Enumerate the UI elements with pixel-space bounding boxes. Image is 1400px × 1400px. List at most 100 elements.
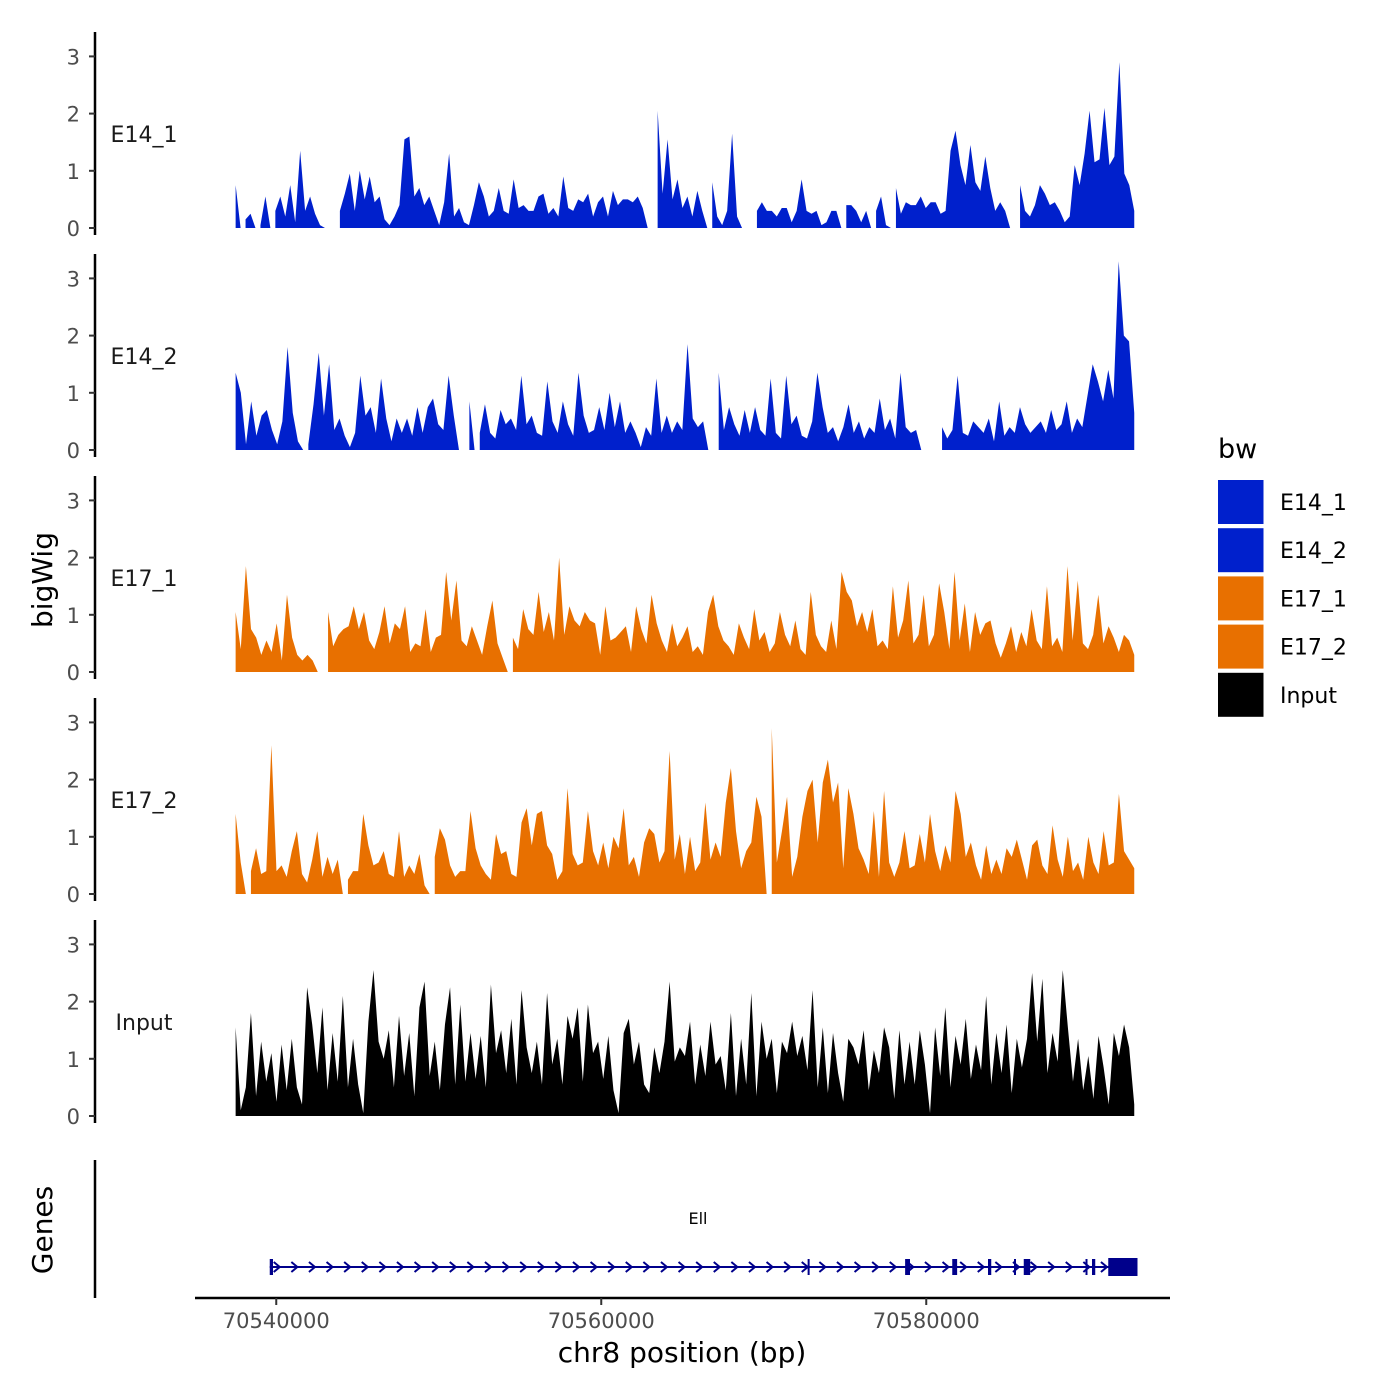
- track-e17-1-signal-area: [235, 557, 1135, 672]
- gene-exon: [269, 1259, 273, 1275]
- gene-exon: [1092, 1259, 1096, 1275]
- strand-arrow: [519, 1261, 528, 1273]
- strand-arrow: [501, 1261, 511, 1273]
- y-tick-label: 3: [67, 711, 80, 735]
- strand-arrow: [1082, 1261, 1091, 1273]
- gene-exon: [1023, 1259, 1031, 1275]
- strand-arrow: [748, 1261, 757, 1273]
- y-tick-label: 0: [67, 439, 80, 463]
- strand-arrow: [449, 1261, 458, 1273]
- x-axis: 70540000 70560000 70580000 chr8 position (…: [195, 1296, 1170, 1369]
- y-tick-label: 2: [67, 325, 80, 349]
- y-tick-label: 0: [67, 217, 80, 241]
- strand-arrow: [572, 1261, 581, 1273]
- strand-arrow: [836, 1261, 845, 1273]
- legend-swatch-e17-1: [1218, 576, 1264, 621]
- signal-tracks: 0 1 2 3 E14_1 0 1 2 3 E14_2 0 1 2 3 E17_1 0 1 2 3 E17_2 0 1 2 3…: [67, 32, 1135, 1129]
- strand-arrow: [537, 1261, 546, 1273]
- strand-arrow: [765, 1261, 775, 1273]
- legend-label-input: Input: [1280, 684, 1337, 709]
- gene-exon: [905, 1259, 910, 1275]
- strand-arrow: [994, 1261, 1003, 1273]
- strand-arrow: [1065, 1261, 1074, 1273]
- strand-arrow: [607, 1261, 616, 1273]
- legend-label-e17-2: E17_2: [1280, 636, 1347, 661]
- track-e17-2-signal-area: [235, 728, 1135, 894]
- strand-arrow: [977, 1261, 986, 1273]
- strand-arrow: [361, 1261, 370, 1273]
- gene-exon: [1108, 1258, 1138, 1276]
- strand-arrow: [1100, 1261, 1109, 1273]
- legend-swatch-e14-2: [1218, 528, 1264, 573]
- legend-title: bw: [1218, 434, 1257, 465]
- strand-arrow: [783, 1261, 792, 1273]
- strand-arrow: [1047, 1261, 1056, 1273]
- y-tick-label: 3: [67, 933, 80, 957]
- strand-arrow: [290, 1261, 299, 1273]
- strand-arrow: [959, 1261, 968, 1273]
- y-tick-label: 0: [67, 883, 80, 907]
- strand-arrow: [677, 1261, 687, 1273]
- strand-arrow: [1029, 1261, 1039, 1273]
- gene-exon: [952, 1259, 958, 1275]
- strand-arrow: [325, 1261, 335, 1273]
- strand-arrow: [713, 1261, 722, 1273]
- y-tick-label: 1: [67, 382, 80, 406]
- strand-arrow: [853, 1261, 863, 1273]
- y-tick-label: 3: [67, 267, 80, 291]
- legend-label-e14-2: E14_2: [1280, 539, 1347, 564]
- legend: bw E14_1 E14_2 E17_1 E17_2 Input: [1218, 434, 1347, 717]
- track-label: E17_2: [111, 789, 178, 814]
- gene-exon: [1014, 1259, 1016, 1275]
- strand-arrow: [273, 1261, 282, 1273]
- strand-arrow: [695, 1261, 704, 1273]
- strand-arrow: [889, 1261, 898, 1273]
- track-input: 0 1 2 3 Input: [67, 920, 1135, 1129]
- y-tick-label: 1: [67, 604, 80, 628]
- gene-exons: [269, 1258, 1138, 1276]
- legend-items: E14_1 E14_2 E17_1 E17_2 Input: [1218, 480, 1347, 717]
- gene-exon: [988, 1259, 992, 1275]
- y-tick-label: 1: [67, 1048, 80, 1072]
- y-tick-label: 0: [67, 1105, 80, 1129]
- x-tick-label: 70540000: [223, 1309, 330, 1333]
- track-e14-2: 0 1 2 3 E14_2: [67, 254, 1135, 463]
- legend-label-e14-1: E14_1: [1280, 491, 1347, 516]
- strand-arrow: [554, 1261, 563, 1273]
- x-tick-label: 70560000: [548, 1309, 655, 1333]
- gene-exon: [807, 1259, 810, 1275]
- strand-arrow: [378, 1261, 387, 1273]
- strand-arrow: [625, 1261, 634, 1273]
- x-axis-title: chr8 position (bp): [558, 1336, 807, 1369]
- y-tick-label: 0: [67, 661, 80, 685]
- track-label: E17_1: [111, 567, 178, 592]
- y-axis-title: bigWig: [26, 532, 59, 628]
- strand-arrow: [484, 1261, 493, 1273]
- track-e14-1: 0 1 2 3 E14_1: [67, 32, 1135, 241]
- y-tick-label: 2: [67, 547, 80, 571]
- genes-track-title: Genes: [26, 1186, 59, 1274]
- y-tick-label: 1: [67, 826, 80, 850]
- track-e14-2-signal-area: [235, 261, 1135, 450]
- y-tick-label: 2: [67, 991, 80, 1015]
- gene-name-label: Ell: [689, 1209, 708, 1228]
- y-tick-label: 2: [67, 769, 80, 793]
- track-label: E14_2: [111, 345, 178, 370]
- track-input-signal-area: [235, 970, 1135, 1116]
- genes-track: Genes Ell: [26, 1160, 1138, 1298]
- gene-strand-arrows: [273, 1261, 1109, 1273]
- track-label: E14_1: [111, 123, 178, 148]
- strand-arrow: [941, 1261, 951, 1273]
- strand-arrow: [343, 1261, 352, 1273]
- track-e14-1-signal-area: [235, 62, 1135, 229]
- strand-arrow: [413, 1261, 423, 1273]
- strand-arrow: [818, 1261, 827, 1273]
- y-tick-label: 2: [67, 103, 80, 127]
- track-e17-1: 0 1 2 3 E17_1: [67, 476, 1135, 685]
- strand-arrow: [642, 1261, 651, 1273]
- legend-swatch-e17-2: [1218, 624, 1264, 669]
- legend-swatch-input: [1218, 672, 1264, 717]
- strand-arrow: [730, 1261, 739, 1273]
- y-tick-label: 1: [67, 160, 80, 184]
